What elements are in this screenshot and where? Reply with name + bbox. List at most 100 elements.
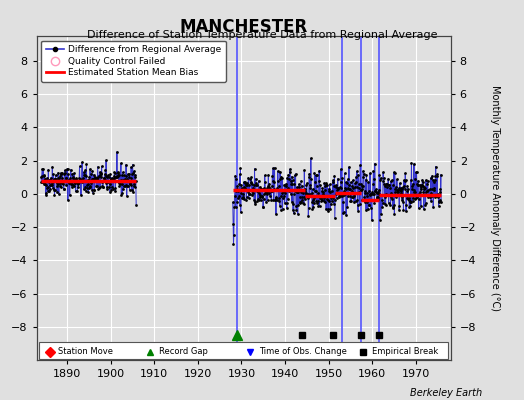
Point	[363, 199, 372, 206]
Point	[344, 181, 353, 188]
Point	[79, 178, 88, 184]
Point	[74, 178, 83, 185]
Point	[272, 211, 280, 218]
Point	[369, 181, 377, 187]
Point	[114, 170, 122, 177]
Point	[403, 188, 411, 194]
Point	[367, 191, 375, 197]
Point	[299, 194, 308, 200]
Point	[127, 164, 135, 170]
Point	[353, 168, 361, 174]
Point	[329, 194, 337, 201]
Point	[296, 200, 304, 206]
Point	[313, 199, 322, 206]
Point	[38, 166, 46, 172]
Point	[358, 183, 367, 190]
Point	[301, 186, 310, 192]
Point	[372, 188, 380, 194]
Point	[291, 170, 300, 177]
Point	[63, 178, 71, 184]
Point	[330, 200, 338, 207]
Point	[240, 184, 248, 191]
Point	[396, 190, 405, 196]
Point	[113, 173, 122, 180]
Point	[408, 198, 417, 204]
Point	[93, 164, 102, 170]
Point	[311, 172, 320, 178]
Point	[310, 195, 318, 202]
Point	[61, 175, 70, 181]
Point	[89, 189, 97, 196]
Point	[348, 183, 356, 189]
Point	[242, 197, 250, 204]
Point	[421, 202, 429, 208]
Point	[260, 172, 269, 179]
Point	[253, 181, 261, 188]
Point	[381, 183, 389, 189]
Point	[336, 193, 344, 199]
Point	[428, 172, 436, 179]
Point	[357, 183, 366, 189]
Point	[117, 160, 125, 166]
Point	[434, 193, 442, 199]
Point	[368, 217, 376, 224]
Point	[68, 170, 77, 177]
Point	[411, 169, 420, 176]
Point	[422, 188, 431, 195]
Point	[416, 186, 424, 193]
Point	[401, 177, 410, 184]
Point	[65, 180, 73, 186]
Point	[354, 202, 362, 208]
Point	[125, 171, 134, 177]
Point	[236, 165, 245, 172]
Point	[267, 196, 276, 203]
Point	[268, 172, 277, 179]
Point	[366, 191, 375, 197]
Point	[344, 193, 353, 199]
Point	[401, 170, 409, 176]
Point	[278, 175, 286, 181]
Point	[99, 184, 107, 190]
Point	[263, 188, 271, 195]
Point	[286, 169, 294, 176]
Point	[104, 172, 113, 178]
Point	[97, 174, 105, 181]
Point	[233, 199, 241, 205]
Point	[348, 184, 357, 191]
Point	[422, 181, 431, 187]
Point	[119, 186, 128, 192]
Point	[315, 168, 323, 174]
Point	[405, 203, 413, 210]
Point	[88, 186, 96, 193]
Point	[331, 182, 340, 188]
Point	[118, 169, 127, 176]
Point	[388, 177, 396, 183]
Point	[55, 175, 63, 181]
Point	[60, 171, 69, 178]
Point	[426, 193, 434, 200]
Point	[92, 176, 101, 182]
Point	[340, 208, 348, 215]
Point	[73, 179, 81, 186]
Point	[408, 183, 416, 189]
Point	[300, 167, 309, 173]
Point	[56, 182, 64, 189]
Point	[259, 204, 267, 210]
Point	[82, 188, 90, 194]
Point	[338, 175, 346, 182]
Point	[399, 199, 407, 205]
Point	[283, 184, 292, 191]
Point	[378, 203, 386, 210]
Point	[412, 195, 420, 201]
Point	[325, 181, 334, 188]
Point	[429, 204, 438, 210]
Legend: Difference from Regional Average, Quality Control Failed, Estimated Station Mean: Difference from Regional Average, Qualit…	[41, 40, 226, 82]
Point	[433, 172, 441, 179]
Point	[409, 187, 418, 193]
Point	[284, 196, 292, 203]
Point	[81, 184, 89, 190]
Point	[388, 203, 397, 210]
Point	[300, 201, 308, 208]
Point	[351, 180, 359, 186]
Point	[45, 188, 53, 194]
